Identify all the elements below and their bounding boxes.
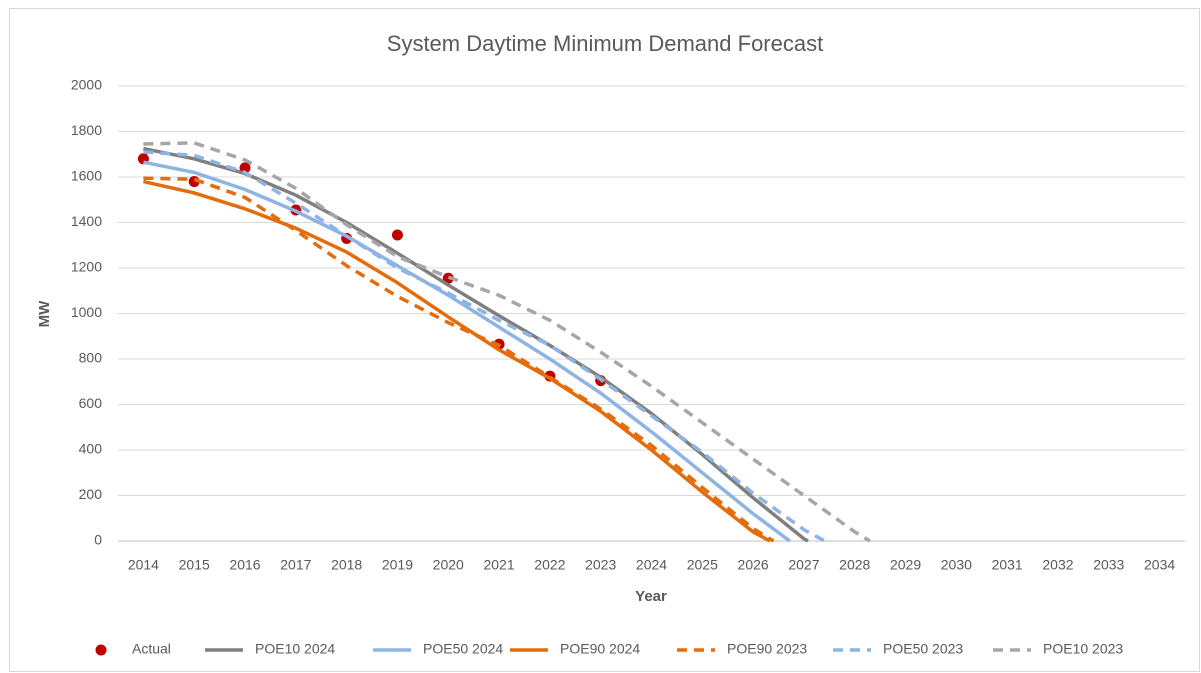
chart-title: System Daytime Minimum Demand Forecast bbox=[387, 31, 823, 56]
x-tick-label: 2018 bbox=[331, 557, 362, 573]
legend-label: POE50 2023 bbox=[883, 641, 963, 657]
legend-label: POE90 2023 bbox=[727, 641, 807, 657]
series-line bbox=[143, 160, 791, 543]
x-tick-label: 2017 bbox=[280, 557, 311, 573]
x-tick-label: 2021 bbox=[483, 557, 514, 573]
x-tick-label: 2031 bbox=[992, 557, 1023, 573]
x-tick-label: 2025 bbox=[687, 557, 718, 573]
x-tick-label: 2029 bbox=[890, 557, 921, 573]
series-line bbox=[143, 150, 826, 543]
x-tick-label: 2015 bbox=[179, 557, 210, 573]
y-tick-label: 1800 bbox=[71, 122, 102, 138]
y-tick-label: 800 bbox=[79, 350, 103, 366]
x-tick-label: 2014 bbox=[128, 557, 159, 573]
y-tick-label: 1400 bbox=[71, 213, 102, 229]
x-tick-label: 2022 bbox=[534, 557, 565, 573]
x-tick-label: 2016 bbox=[229, 557, 260, 573]
x-tick-label: 2030 bbox=[941, 557, 972, 573]
x-tick-label: 2033 bbox=[1093, 557, 1124, 573]
legend-label: POE50 2024 bbox=[423, 641, 503, 657]
x-tick-label: 2023 bbox=[585, 557, 616, 573]
series-line bbox=[143, 179, 771, 543]
legend-label: POE90 2024 bbox=[560, 641, 640, 657]
y-tick-label: 2000 bbox=[71, 77, 102, 93]
y-tick-label: 400 bbox=[79, 441, 103, 457]
x-tick-label: 2032 bbox=[1042, 557, 1073, 573]
legend-label: Actual bbox=[132, 641, 171, 657]
x-tick-label: 2020 bbox=[433, 557, 464, 573]
data-point bbox=[239, 162, 251, 174]
chart-border bbox=[9, 8, 1200, 672]
x-tick-label: 2027 bbox=[788, 557, 819, 573]
y-tick-label: 0 bbox=[94, 532, 102, 548]
legend-marker bbox=[95, 644, 107, 656]
y-tick-label: 1600 bbox=[71, 168, 102, 184]
x-tick-label: 2028 bbox=[839, 557, 870, 573]
x-tick-label: 2026 bbox=[738, 557, 769, 573]
x-tick-label: 2019 bbox=[382, 557, 413, 573]
legend-label: POE10 2024 bbox=[255, 641, 335, 657]
data-point bbox=[391, 229, 403, 241]
legend-label: POE10 2023 bbox=[1043, 641, 1123, 657]
y-tick-label: 600 bbox=[79, 395, 103, 411]
y-axis-label: MW bbox=[36, 300, 53, 327]
y-tick-label: 1000 bbox=[71, 304, 102, 320]
series-line bbox=[143, 176, 775, 543]
x-tick-label: 2024 bbox=[636, 557, 667, 573]
y-tick-label: 200 bbox=[79, 486, 103, 502]
x-axis-label: Year bbox=[635, 588, 667, 605]
y-tick-label: 1200 bbox=[71, 259, 102, 275]
x-tick-label: 2034 bbox=[1144, 557, 1175, 573]
